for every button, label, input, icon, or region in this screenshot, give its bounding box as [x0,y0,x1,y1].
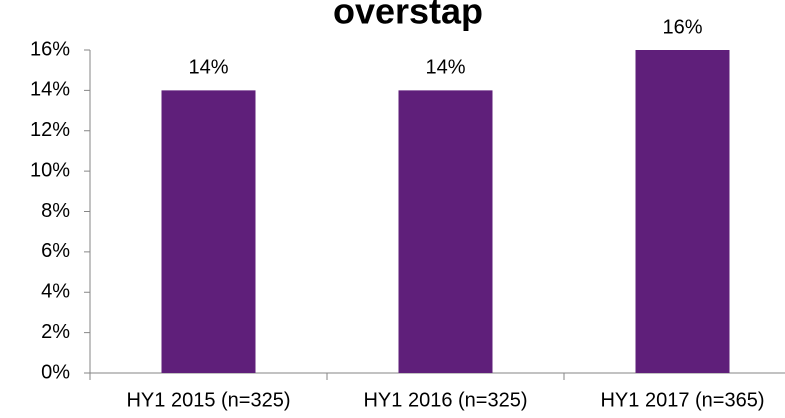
data-label: 14% [188,57,228,79]
bar [161,90,256,373]
x-tick-label: HY1 2017 (n=365) [600,389,764,411]
y-tick-label: 6% [41,240,70,262]
bar [635,50,730,373]
y-tick-label: 0% [41,361,70,383]
x-tick-label: HY1 2015 (n=325) [126,389,290,411]
y-tick-label: 16% [30,38,70,60]
bar [398,90,493,373]
y-tick-label: 4% [41,281,70,303]
y-tick-label: 8% [41,200,70,222]
y-tick-label: 2% [41,321,70,343]
data-label: 16% [662,16,702,38]
y-tick-label: 12% [30,119,70,141]
x-tick-label: HY1 2016 (n=325) [363,389,527,411]
chart-title: overstap [333,0,483,32]
data-label: 14% [425,57,465,79]
y-tick-label: 14% [30,79,70,101]
y-tick-label: 10% [30,159,70,181]
